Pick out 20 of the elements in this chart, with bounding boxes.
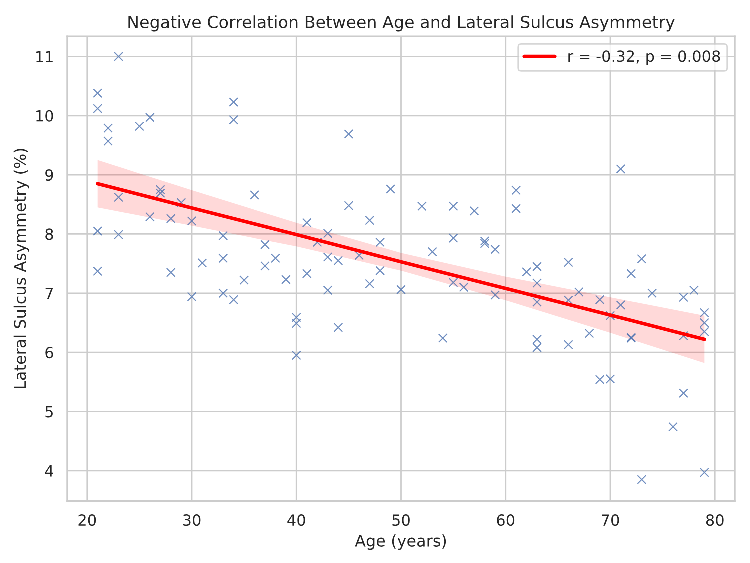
x-tick-label: 30 xyxy=(183,514,201,526)
x-tick-label: 70 xyxy=(602,514,620,526)
x-tick-label: 50 xyxy=(392,514,410,526)
y-tick-label: 10 xyxy=(36,110,54,122)
x-tick-label: 40 xyxy=(288,514,306,526)
y-tick-label: 5 xyxy=(46,406,53,418)
y-tick-label: 8 xyxy=(46,228,54,240)
y-tick-label: 9 xyxy=(46,170,54,182)
y-tick-label: 7 xyxy=(46,288,53,300)
x-axis-title: Age (years) xyxy=(355,534,446,550)
y-axis-title: Lateral Sulcus Asymmetry (%) xyxy=(14,149,30,388)
legend-label: r = -0.32, p = 0.008 xyxy=(568,50,720,66)
chart-title: Negative Correlation Between Age and Lateral Sulcus Asymmetry xyxy=(128,16,675,32)
x-tick-label: 20 xyxy=(78,514,96,526)
line-series xyxy=(96,182,706,342)
x-tick-label: 60 xyxy=(497,514,515,526)
y-tick-label: 4 xyxy=(45,466,54,477)
y-tick-label: 6 xyxy=(46,347,54,359)
x-tick-label: 80 xyxy=(706,514,724,526)
y-tick-label: 11 xyxy=(36,51,53,63)
